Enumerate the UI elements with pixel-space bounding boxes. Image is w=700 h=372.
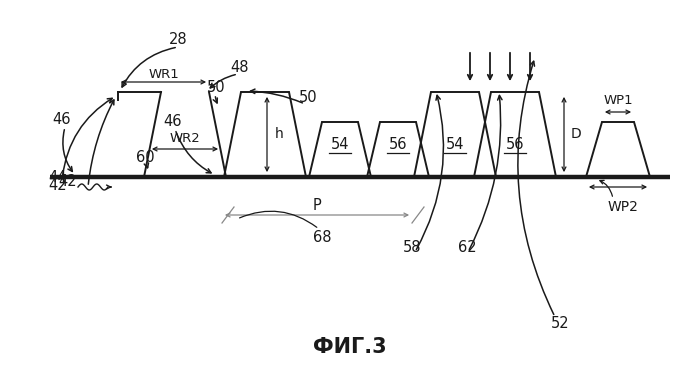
Text: 68: 68 (313, 230, 331, 244)
Text: D: D (570, 128, 582, 141)
Text: 46: 46 (52, 112, 71, 128)
Text: 42: 42 (49, 177, 67, 192)
Text: 56: 56 (389, 137, 407, 152)
Text: 60: 60 (136, 150, 154, 164)
Text: ФИГ.3: ФИГ.3 (313, 337, 387, 357)
Text: 28: 28 (169, 32, 188, 48)
Text: 50: 50 (299, 90, 317, 105)
Text: 54: 54 (446, 137, 464, 152)
Text: WR2: WR2 (169, 132, 200, 145)
Text: WP2: WP2 (608, 200, 638, 214)
Text: 58: 58 (402, 240, 421, 254)
Text: 44: 44 (49, 170, 67, 185)
Text: 42: 42 (59, 174, 77, 189)
Text: 48: 48 (231, 60, 249, 74)
Text: 54: 54 (330, 137, 349, 152)
Text: 56: 56 (505, 137, 524, 152)
Text: WP1: WP1 (603, 93, 633, 106)
Text: P: P (313, 198, 321, 212)
Text: WR1: WR1 (148, 67, 179, 80)
Text: 52: 52 (551, 317, 569, 331)
Text: 62: 62 (458, 240, 476, 254)
Text: h: h (274, 128, 284, 141)
Text: 50: 50 (206, 80, 225, 94)
Text: 46: 46 (164, 115, 182, 129)
